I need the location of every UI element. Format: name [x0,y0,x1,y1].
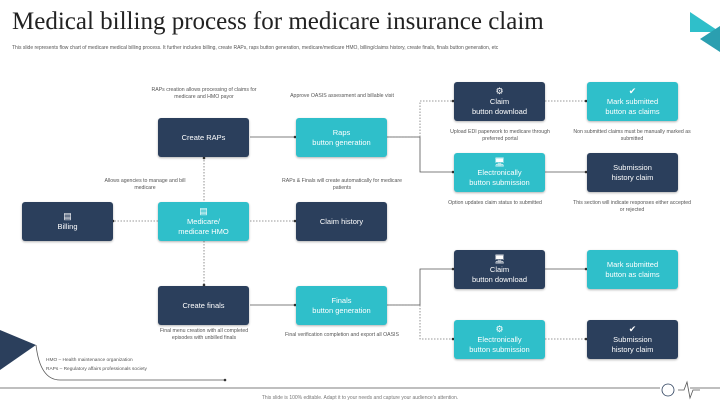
box-label: button generation [312,305,371,315]
corner-logo-icon [690,12,720,52]
electronically-submission-box-2: ⚙ Electronically button submission [454,320,545,359]
page-title: Medical billing process for medicare ins… [12,8,544,35]
box-label: history claim [611,344,654,354]
box-label: Billing [57,221,78,231]
box-label: Electronically [477,335,522,345]
note-allows: Allows agencies to manage and bill medic… [104,178,186,191]
mark-submitted-box: ✔ Mark submitted button as claims [587,82,678,121]
card-icon: ▤ [199,206,208,217]
box-label: medicare HMO [178,226,229,236]
box-label: Electronically [477,168,522,178]
note-raps-creation: RAPs creation allows processing of claim… [151,87,257,100]
note-raps-finals: RAPs & Finals will create automatically … [282,178,402,191]
billing-card-icon: ▤ [63,210,72,221]
billing-box: ▤ Billing [22,202,113,241]
submission-history-box: Submission history claim [587,153,678,192]
create-finals-box: Create finals [158,286,249,325]
box-label: button generation [312,137,371,147]
box-label: Raps [332,128,351,138]
legend-hmo: HMO – Health maintenance organization [46,358,133,363]
check-circle-icon: ✔ [628,86,637,97]
monitor-icon: 🖥 [493,254,506,265]
electronically-submission-box: 🖥 Electronically button submission [454,153,545,192]
box-label: button submission [469,344,530,354]
box-label: history claim [611,172,654,182]
note-option: Option updates claim status to submitted [448,200,542,206]
page-subtitle: This slide represents flow chart of medi… [12,45,499,51]
claim-history-box: Claim history [296,202,387,241]
finals-button-generation-box: Finals button generation [296,286,387,325]
box-label: Medicare/ [187,217,220,227]
legend-raps: RAPs – Regulatory affairs professionals … [46,367,147,372]
box-label: Claim [489,265,510,275]
box-label: Mark submitted [606,260,659,270]
box-label: button download [471,274,528,284]
raps-button-generation-box: Raps button generation [296,118,387,157]
note-final-verification: Final verification completion and export… [285,332,399,338]
box-label: button download [471,106,528,116]
box-label: Create finals [182,300,225,310]
box-label: Finals [331,296,352,306]
mark-submitted-box-2: Mark submitted button as claims [587,250,678,289]
create-raps-box: Create RAPs [158,118,249,157]
box-label: Claim history [319,216,364,226]
box-label: Create RAPs [181,132,226,142]
gear-click-icon: ⚙ [495,86,504,97]
box-label: button as claims [605,269,660,279]
check-circle-icon: ✔ [628,324,637,335]
note-non-submitted: Non submitted claims must be manually ma… [573,129,691,142]
note-section: This section will indicate responses eit… [573,200,691,213]
box-label: Submission [613,163,652,173]
claim-button-download-box-2: 🖥 Claim button download [454,250,545,289]
note-upload: Upload EDI paperwork to medicare through… [450,129,550,142]
claim-button-download-box: ⚙ Claim button download [454,82,545,121]
gear-click-icon: ⚙ [495,324,504,335]
monitor-icon: 🖥 [493,157,506,168]
note-approve: Approve OASIS assessment and billable vi… [290,93,394,99]
box-label: button submission [469,177,530,187]
submission-history-box-2: ✔ Submission history claim [587,320,678,359]
box-label: Mark submitted [606,97,659,107]
box-label: Claim [489,97,510,107]
medicare-hmo-box: ▤ Medicare/medicare HMO [158,202,249,241]
box-label: button as claims [605,106,660,116]
note-final-menu: Final menu creation with all completed e… [159,328,249,341]
box-label: Submission [613,335,652,345]
footer-text: This slide is 100% editable. Adapt it to… [261,395,459,401]
